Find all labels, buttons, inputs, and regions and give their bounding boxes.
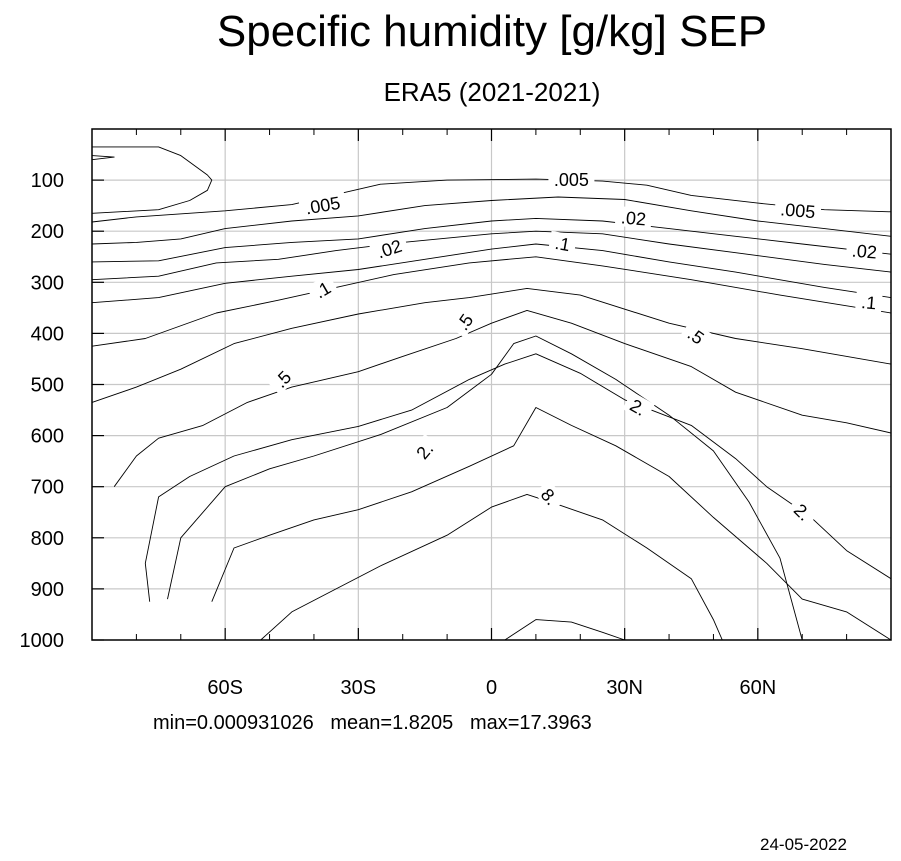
contour-label-backdrop	[855, 290, 883, 313]
y-tick-label: 200	[31, 221, 64, 243]
date-stamp: 24-05-2022	[760, 835, 847, 854]
contour-label-backdrop	[774, 197, 822, 222]
contour-label: .005	[548, 169, 595, 190]
contour-label: .02	[614, 205, 653, 229]
contour-label: .1	[548, 230, 578, 256]
chart-title: Specific humidity [g/kg] SEP	[216, 7, 768, 56]
contour-label-backdrop	[306, 273, 339, 305]
contour-line	[91, 217, 892, 263]
contour-line	[167, 335, 803, 641]
contour-line	[91, 243, 892, 304]
x-tick-label: 0	[486, 677, 497, 699]
contour-label-backdrop	[298, 190, 348, 219]
stat-max-value: 17.3963	[519, 712, 592, 734]
axis-ticks: 60S 30S 0 30N 60N 100 200 300 400 500 600 700 800 900…	[20, 129, 848, 699]
y-tick-label: 500	[31, 375, 64, 397]
contour-line	[91, 230, 892, 281]
contour-label-backdrop	[845, 239, 884, 263]
x-tick-label: 60N	[739, 677, 776, 699]
x-tick-label: 30N	[606, 677, 643, 699]
stat-min-value: 0.000931026	[196, 712, 314, 734]
contour-label: 2.	[408, 433, 441, 467]
contour-line	[91, 155, 115, 161]
stat-mean: mean=1.8205	[330, 712, 454, 734]
contour-label: 2.	[786, 495, 820, 528]
y-tick-label: 400	[31, 323, 64, 345]
grid	[92, 129, 891, 640]
contour-line	[91, 178, 892, 223]
stat-min: min=0.000931026	[153, 712, 314, 734]
contour-label-backdrop	[622, 391, 655, 422]
y-tick-label: 600	[31, 426, 64, 448]
contour-line	[91, 196, 892, 245]
contour-line	[144, 353, 892, 602]
contour-label-backdrop	[408, 433, 441, 467]
contour-line	[91, 256, 892, 347]
y-tick-label: 900	[31, 579, 64, 601]
contour-line	[504, 619, 625, 641]
contour-label: 2.	[622, 391, 655, 422]
contour-label-backdrop	[614, 205, 653, 229]
contour-label-backdrop	[533, 479, 566, 513]
contour-label-backdrop	[548, 169, 595, 190]
chart-subtitle: ERA5 (2021-2021)	[383, 77, 601, 107]
contour-label-text: .02	[620, 207, 647, 229]
contour-label: .1	[306, 273, 339, 305]
y-tick-label: 800	[31, 528, 64, 550]
contour-lines	[91, 146, 892, 641]
stat-mean-value: 1.8205	[392, 712, 454, 734]
contour-label-text: .005	[779, 199, 816, 222]
contour-label: .005	[298, 190, 348, 219]
contour-label-backdrop	[448, 305, 480, 339]
contour-label-text: .02	[851, 241, 878, 263]
contour-line	[91, 146, 213, 214]
contour-label: .02	[368, 233, 410, 264]
contour-labels: .005 .005 .005 .02 .02 .02 .1 .1 .1 .5 .5 .5 2. 2. 2. 8…	[265, 169, 884, 528]
contour-label-backdrop	[679, 319, 713, 351]
x-tick-label: 30S	[341, 677, 377, 699]
contour-label: .1	[855, 290, 883, 313]
contour-label-text: .005	[304, 193, 342, 219]
contour-label: .005	[774, 197, 822, 222]
contour-label-text: .1	[553, 233, 571, 255]
contour-label: .5	[448, 305, 480, 339]
contour-label-backdrop	[786, 495, 820, 528]
contour-line	[91, 287, 892, 403]
contour-label-text: .005	[554, 170, 589, 190]
contour-label: 8.	[533, 479, 566, 513]
contour-label-backdrop	[265, 362, 299, 395]
y-tick-label: 100	[31, 170, 64, 192]
contour-line	[113, 309, 892, 487]
y-tick-label: 700	[31, 477, 64, 499]
contour-label: .02	[845, 239, 884, 263]
x-tick-label: 60S	[207, 677, 243, 699]
contour-label-text: .1	[860, 292, 877, 313]
y-tick-label: 300	[31, 272, 64, 294]
contour-label-backdrop	[548, 230, 578, 256]
stat-max: max=17.3963	[469, 712, 592, 734]
contour-label: .5	[265, 362, 299, 395]
contour-label-backdrop	[368, 233, 410, 264]
contour-line	[260, 493, 723, 641]
contour-label: .5	[679, 319, 713, 351]
stats-line: min=0.000931026 mean=1.8205 max=17.3963	[153, 710, 592, 736]
y-tick-label: 1000	[20, 630, 65, 652]
contour-line	[211, 407, 892, 641]
